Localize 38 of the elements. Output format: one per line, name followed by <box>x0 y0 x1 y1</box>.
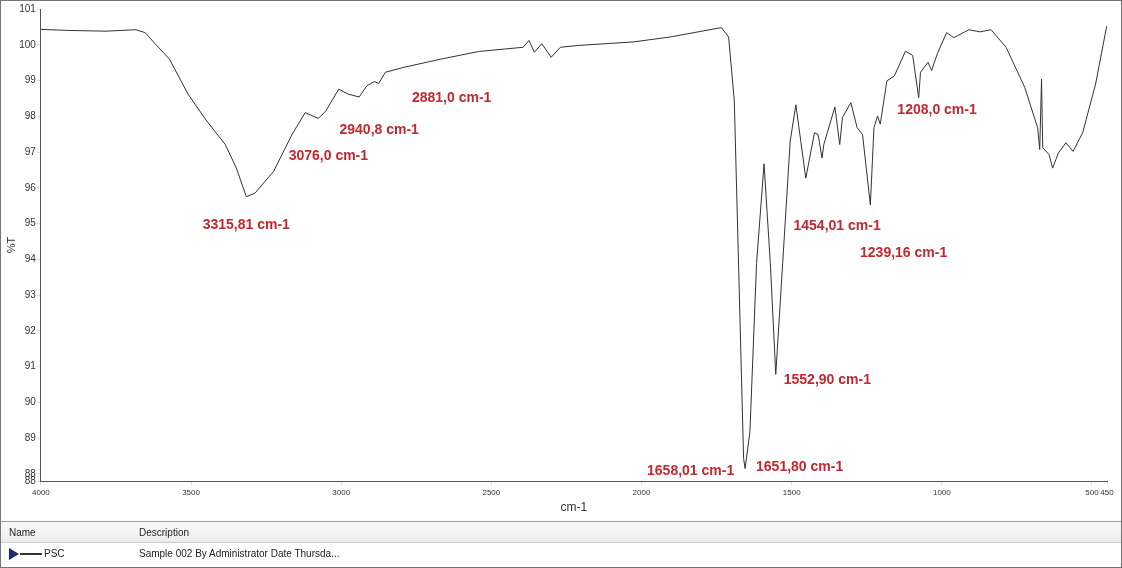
x-tick-label: 3000 <box>332 488 351 497</box>
annotation: 1208,0 cm-1 <box>897 101 977 117</box>
text: Sample 002 By Administrator Date Thursda... <box>139 548 340 559</box>
x-tick-label: 1500 <box>782 488 802 497</box>
x-axis-title: cm-1 <box>560 500 588 515</box>
y-tick-label: 90 <box>24 396 37 408</box>
x-tick-label: 450 <box>1100 488 1115 497</box>
annotation: 2881,0 cm-1 <box>411 89 492 106</box>
annotation: 2940,8 cm-1 <box>339 120 420 137</box>
text: Name <box>9 527 36 538</box>
y-tick-label: 91 <box>24 360 37 372</box>
annotation: 1651,80 cm-1 <box>756 457 844 474</box>
x-tick-label: 2000 <box>632 488 651 497</box>
y-tick-label: 89 <box>24 431 37 443</box>
text: Description <box>139 527 190 538</box>
y-tick-label: 95 <box>24 217 37 229</box>
y-tick-label: 93 <box>24 288 37 300</box>
annotation: 3076,0 cm-1 <box>288 147 369 164</box>
annotation: 1239,16 cm-1 <box>860 243 948 260</box>
y-tick-label: 101 <box>19 2 37 14</box>
y-tick-label: 97 <box>24 145 37 157</box>
y-axis-title: %T <box>4 236 17 254</box>
x-tick-label: 4000 <box>31 488 51 497</box>
y-tick-label: 92 <box>24 324 37 336</box>
y-tick-label: 100 <box>19 38 37 50</box>
y-tick-label: 94 <box>24 253 37 265</box>
annotation: 1552,90 cm-1 <box>783 371 872 388</box>
x-tick-label: 2500 <box>482 488 501 497</box>
y-tick-label: 99 <box>24 74 37 86</box>
annotation: 1454,01 cm-1 <box>793 216 881 233</box>
annotation: 3315,81 cm-1 <box>202 215 291 232</box>
annotation: 1658,01 cm-1 <box>647 461 735 478</box>
y-tick-label: 98 <box>24 110 37 122</box>
y-tick-label: 96 <box>24 181 37 193</box>
legend-label: PSC <box>44 548 65 559</box>
x-tick-label: 1000 <box>932 488 952 497</box>
x-tick-label: 3500 <box>182 488 201 497</box>
x-tick-label: 500 <box>1085 488 1100 497</box>
